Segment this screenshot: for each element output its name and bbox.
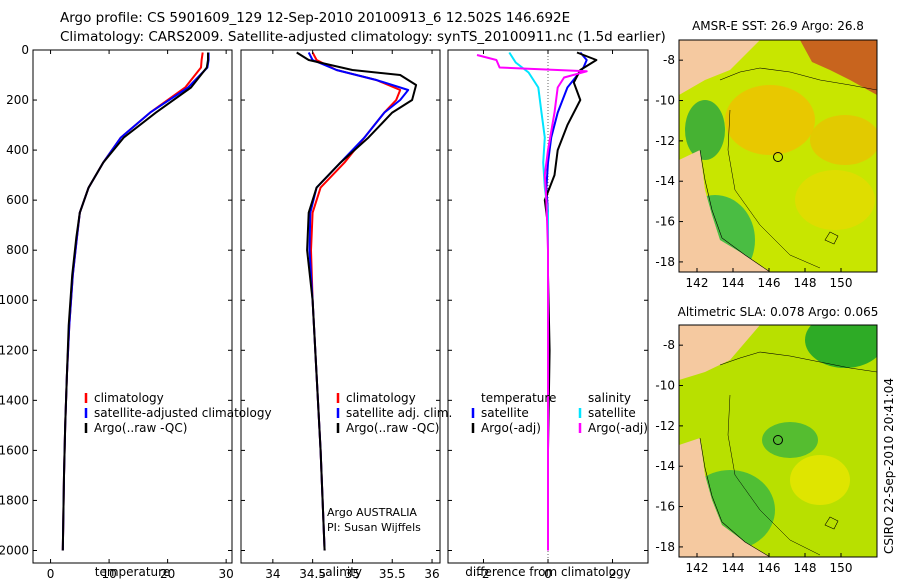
map-y-tick-label: -14 (655, 174, 675, 188)
sst-argo-marker (773, 152, 783, 162)
legend-label: satellite adj. clim. (346, 406, 452, 420)
map-y-tick-label: -18 (655, 540, 675, 554)
legend-group-title: salinity (588, 391, 631, 405)
x-tick-label: 10 (101, 567, 116, 580)
y-tick-label: 1000 (0, 293, 29, 307)
x-tick-label: 2 (609, 567, 617, 580)
y-tick-label: 0 (21, 43, 29, 57)
legend-label: satellite (481, 406, 529, 420)
sla-reef (824, 516, 839, 530)
y-tick-label: 600 (6, 193, 29, 207)
y-tick-label: 1600 (0, 443, 29, 457)
legend-label: satellite-adjusted climatology (94, 406, 272, 420)
map-x-tick-label: 150 (830, 276, 853, 290)
legend-label: Argo(-adj) (588, 421, 648, 435)
sst-reef (824, 231, 839, 245)
map-x-tick-label: 144 (722, 276, 745, 290)
legend-label: climatology (94, 391, 164, 405)
salinity-panel (240, 49, 441, 564)
x-tick-label: -2 (477, 567, 489, 580)
x-tick-label: 36 (424, 567, 439, 580)
map-x-tick-label: 148 (794, 561, 817, 575)
x-tick-label: 34 (265, 567, 280, 580)
sst-map-title: AMSR-E SST: 26.9 Argo: 26.8 (692, 19, 864, 33)
sla-map: Altimetric SLA: 0.078 Argo: 0.065 (678, 305, 879, 558)
map-y-tick-label: -16 (655, 215, 675, 229)
sst-land-png-east (800, 40, 877, 95)
sla-png-coast (719, 351, 877, 373)
y-tick-label: 400 (6, 143, 29, 157)
sst-land-cape-york (679, 150, 770, 272)
sst-warm-patch (725, 85, 815, 155)
legend-label: climatology (346, 391, 416, 405)
x-axis-label: difference from climatology (465, 565, 631, 579)
map-x-tick-label: 146 (758, 276, 781, 290)
x-tick-label: 0 (544, 567, 552, 580)
sla-argo-marker (773, 435, 783, 445)
credit-line-1: Argo AUSTRALIA (327, 506, 417, 519)
map-y-tick-label: -18 (655, 255, 675, 269)
map-y-tick-label: -8 (663, 338, 675, 352)
sla-high-patch (805, 325, 877, 368)
series-line (476, 54, 588, 551)
legend-group-title: temperature (481, 391, 556, 405)
map-x-tick-label: 146 (758, 561, 781, 575)
map-y-tick-label: -8 (663, 53, 675, 67)
y-tick-label: 2000 (0, 543, 29, 557)
sst-png-coast (719, 67, 877, 91)
x-tick-label: 20 (160, 567, 175, 580)
map-x-tick-label: 150 (830, 561, 853, 575)
map-y-tick-label: -14 (655, 459, 675, 473)
sst-warm-patch (795, 170, 875, 230)
legend-label: Argo(-adj) (481, 421, 541, 435)
series-line (296, 51, 418, 551)
map-x-tick-label: 148 (794, 276, 817, 290)
x-tick-label: 34.5 (299, 567, 326, 580)
map-y-tick-label: -10 (655, 94, 675, 108)
y-tick-label: 200 (6, 93, 29, 107)
map-x-tick-label: 144 (722, 561, 745, 575)
credit-line-2: PI: Susan Wijffels (327, 521, 421, 534)
sla-map-frame (678, 324, 878, 558)
sst-cape-coast (699, 149, 771, 272)
x-tick-label: 0 (47, 567, 55, 580)
legend-label: Argo(..raw -QC) (94, 421, 187, 435)
sst-cool-patch (685, 100, 725, 160)
x-axis-label: salinity (319, 565, 362, 579)
map-x-tick-label: 142 (686, 276, 709, 290)
sst-map: AMSR-E SST: 26.9 Argo: 26.8 (678, 19, 878, 273)
x-tick-label: 35.5 (379, 567, 406, 580)
x-tick-label: 35 (345, 567, 360, 580)
series-line (543, 51, 598, 551)
y-tick-label: 1800 (0, 493, 29, 507)
x-tick-label: 30 (219, 567, 234, 580)
sla-high-patch (762, 422, 818, 458)
sla-cape-coast (699, 437, 771, 557)
y-tick-label: 1400 (0, 393, 29, 407)
y-tick-label: 800 (6, 243, 29, 257)
sst-land-png (679, 40, 760, 95)
sla-low-patch (790, 455, 850, 505)
x-axis-label: temperature (95, 565, 170, 579)
sla-land-cape-york (679, 438, 770, 557)
sst-warm-patch (810, 115, 877, 165)
map-x-tick-label: 142 (686, 561, 709, 575)
sla-land-png (679, 325, 760, 380)
map-y-tick-label: -12 (655, 134, 675, 148)
sst-map-frame (678, 39, 878, 273)
sst-shelf-contour (727, 109, 821, 269)
temperature-panel (32, 49, 233, 564)
sla-map-title: Altimetric SLA: 0.078 Argo: 0.065 (678, 305, 879, 319)
sla-shelf-contour (727, 394, 821, 556)
map-y-tick-label: -10 (655, 379, 675, 393)
legend-label: Argo(..raw -QC) (346, 421, 439, 435)
y-tick-label: 1200 (0, 343, 29, 357)
legend-label: satellite (588, 406, 636, 420)
header-line-1: Argo profile: CS 5901609_129 12-Sep-2010… (60, 10, 571, 26)
map-y-tick-label: -12 (655, 419, 675, 433)
header-line-2: Climatology: CARS2009. Satellite-adjuste… (60, 29, 666, 45)
map-y-tick-label: -16 (655, 500, 675, 514)
series-line (61, 52, 209, 551)
